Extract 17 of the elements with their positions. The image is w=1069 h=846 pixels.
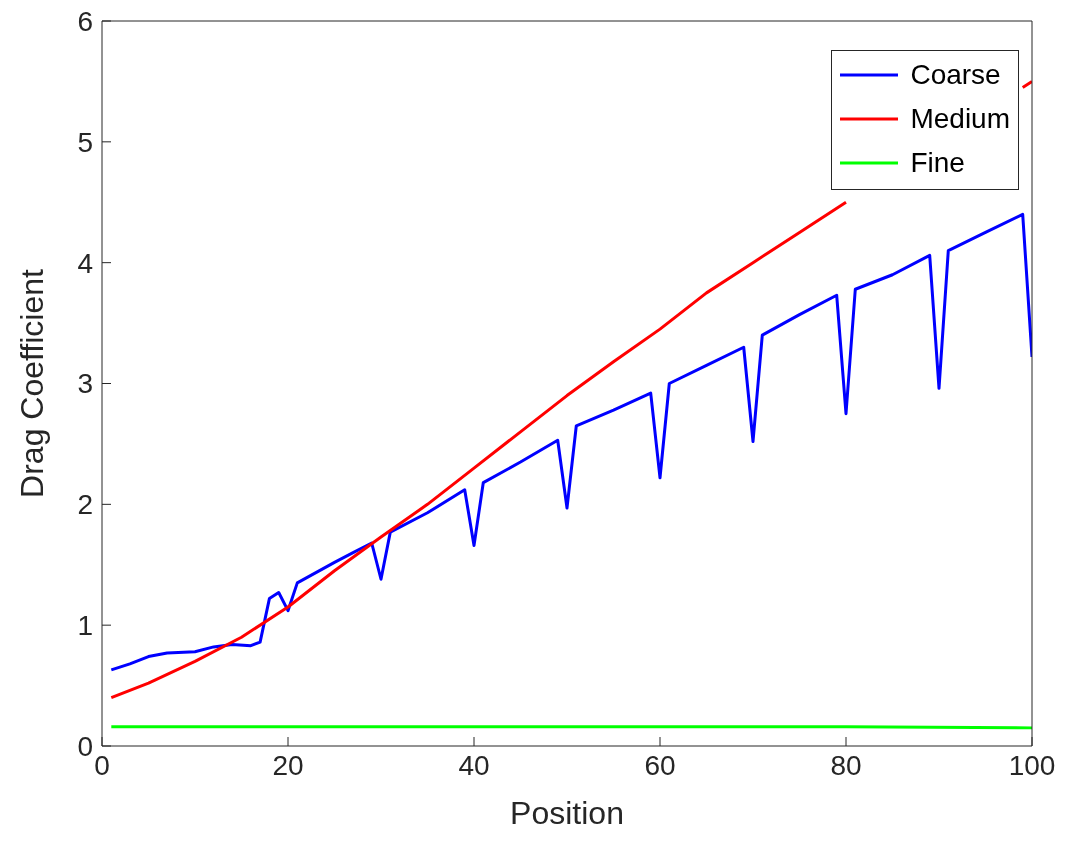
legend-label: Fine bbox=[910, 147, 965, 179]
x-tick-label: 20 bbox=[272, 749, 304, 781]
y-tick-label: 3 bbox=[77, 368, 93, 400]
y-tick-label: 1 bbox=[77, 610, 93, 642]
x-tick-label: 40 bbox=[458, 749, 490, 781]
y-tick-label: 4 bbox=[77, 247, 93, 279]
line-series bbox=[109, 212, 1032, 672]
x-tick-label: 100 bbox=[1008, 749, 1056, 781]
x-tick-label: 80 bbox=[830, 749, 862, 781]
y-tick-label: 5 bbox=[77, 126, 93, 158]
x-axis-title: Position bbox=[510, 795, 624, 831]
legend-label: Medium bbox=[910, 103, 1010, 135]
legend-label: Coarse bbox=[910, 59, 1001, 91]
x-tick-label: 60 bbox=[644, 749, 676, 781]
y-axis-title: Drag Coefficient bbox=[14, 268, 51, 498]
y-tick-label: 6 bbox=[77, 5, 93, 37]
y-tick-label: 2 bbox=[77, 489, 93, 521]
